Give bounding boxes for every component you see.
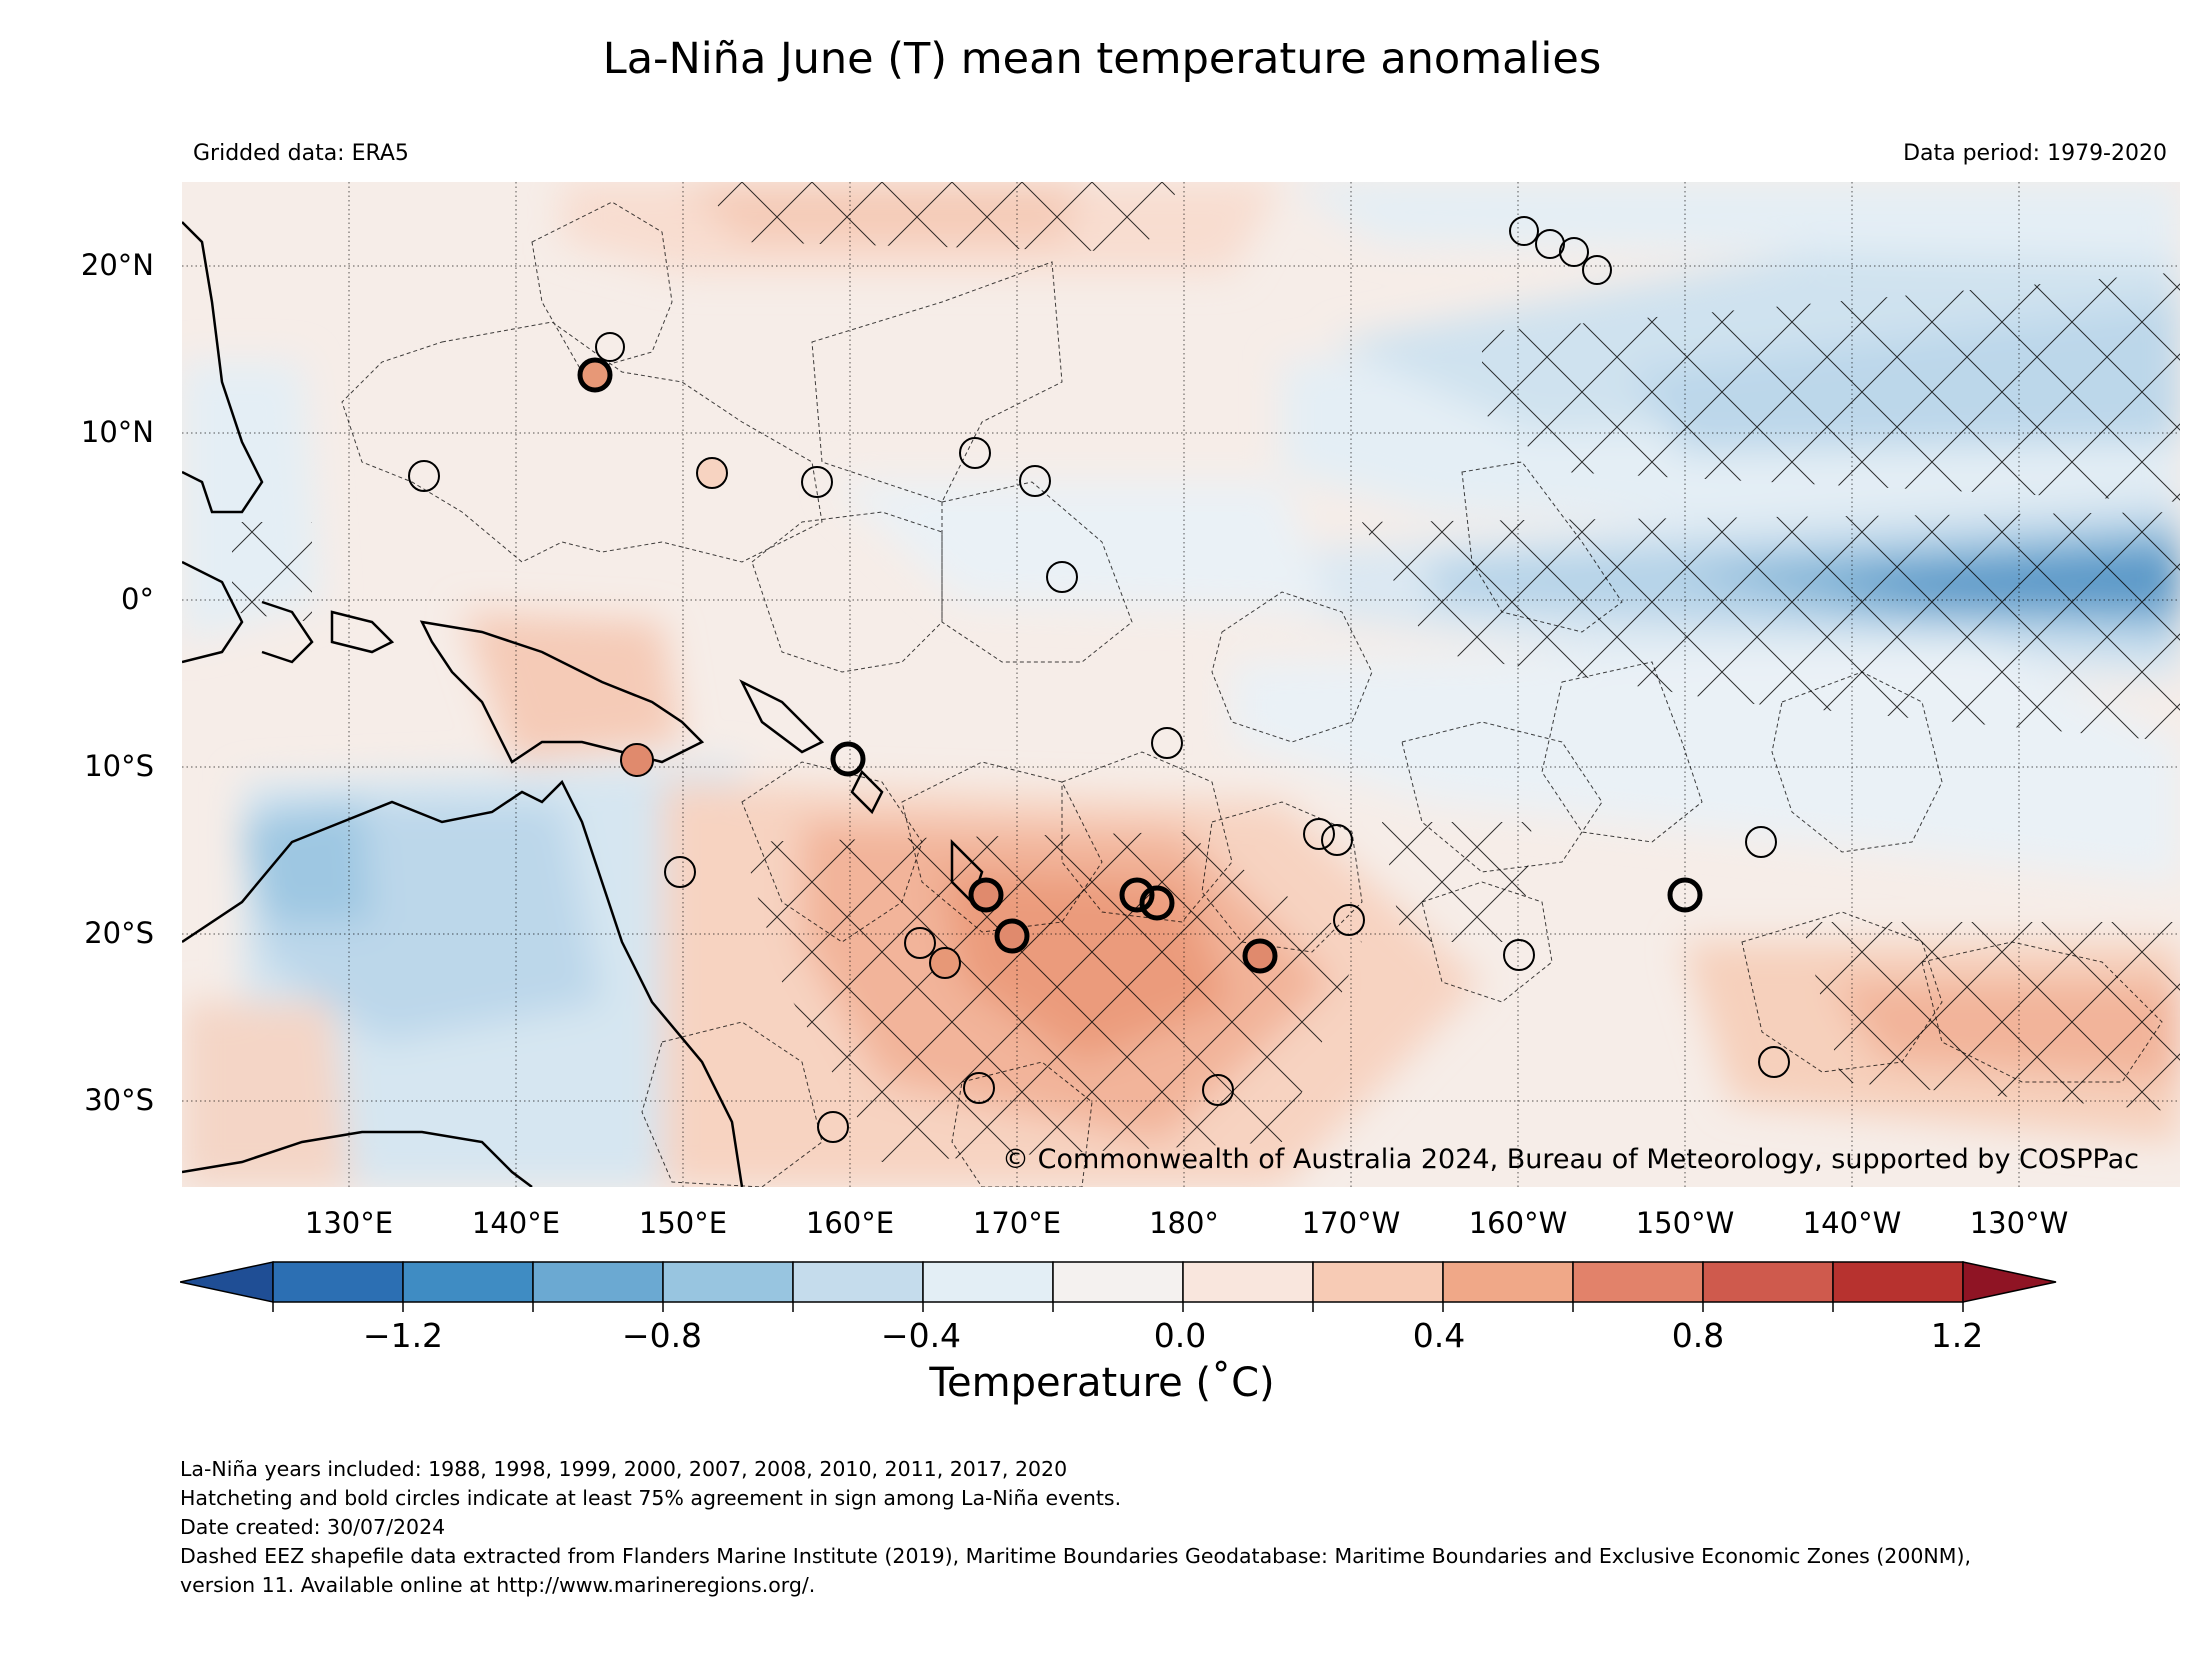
chart-title: La-Niña June (T) mean temperature anomal…	[602, 34, 1602, 84]
colorbar-segment	[922, 1261, 1054, 1303]
note-eez-source: Dashed EEZ shapefile data extracted from…	[180, 1544, 1971, 1568]
colorbar-tick: 0.4	[1412, 1316, 1466, 1355]
footnotes: La-Niña years included: 1988, 1998, 1999…	[180, 1455, 1971, 1600]
note-years: La-Niña years included: 1988, 1998, 1999…	[180, 1457, 1068, 1481]
colorbar-tick: 1.2	[1930, 1316, 1984, 1355]
lat-label-20s: 20°S	[84, 916, 154, 950]
note-date: Date created: 30/07/2024	[180, 1515, 446, 1539]
colorbar-segment	[792, 1261, 924, 1303]
lat-label-10s: 10°S	[84, 749, 154, 783]
lon-label-180: 180°	[1149, 1206, 1219, 1240]
note-eez-url: version 11. Available online at http://w…	[180, 1573, 816, 1597]
colorbar-extend-low	[179, 1261, 274, 1303]
colorbar-tick: −1.2	[362, 1316, 444, 1355]
lon-label-170w: 170°W	[1301, 1206, 1401, 1240]
data-period-label: Data period: 1979-2020	[1903, 141, 2167, 166]
copyright-credit: © Commonwealth of Australia 2024, Bureau…	[1002, 1144, 2139, 1175]
colorbar-segment	[1702, 1261, 1834, 1303]
gridded-data-label: Gridded data: ERA5	[193, 141, 409, 166]
note-hatching: Hatcheting and bold circles indicate at …	[180, 1486, 1122, 1510]
colorbar-segment	[1312, 1261, 1444, 1303]
lon-label-160e: 160°E	[805, 1206, 895, 1240]
lon-label-130w: 130°W	[1969, 1206, 2069, 1240]
lon-label-170e: 170°E	[972, 1206, 1062, 1240]
colorbar-segment	[1442, 1261, 1574, 1303]
lat-label-20n: 20°N	[80, 248, 154, 282]
lon-label-150e: 150°E	[638, 1206, 728, 1240]
colorbar-segment	[1832, 1261, 1964, 1303]
colorbar-segment	[1052, 1261, 1184, 1303]
lon-label-140w: 140°W	[1802, 1206, 1902, 1240]
lon-label-160w: 160°W	[1468, 1206, 1568, 1240]
colorbar-segment	[1572, 1261, 1704, 1303]
colorbar-segment	[402, 1261, 534, 1303]
colorbar-segment	[1182, 1261, 1314, 1303]
colorbar-label: Temperature (˚C)	[929, 1360, 1275, 1406]
colorbar	[179, 1258, 2180, 1322]
colorbar-tick: 0.8	[1671, 1316, 1725, 1355]
colorbar-tick: −0.4	[880, 1316, 962, 1355]
colorbar-extend-high	[1962, 1261, 2057, 1303]
colorbar-segment	[662, 1261, 794, 1303]
lat-label-30s: 30°S	[84, 1083, 154, 1117]
colorbar-tick: 0.0	[1153, 1316, 1207, 1355]
colorbar-segment	[532, 1261, 664, 1303]
colorbar-segment	[272, 1261, 404, 1303]
lat-label-10n: 10°N	[80, 415, 154, 449]
lon-label-130e: 130°E	[304, 1206, 394, 1240]
lon-label-140e: 140°E	[471, 1206, 561, 1240]
colorbar-tick: −0.8	[621, 1316, 703, 1355]
lat-label-0: 0°	[121, 582, 154, 616]
anomaly-map	[182, 182, 2180, 1187]
lon-label-150w: 150°W	[1635, 1206, 1735, 1240]
